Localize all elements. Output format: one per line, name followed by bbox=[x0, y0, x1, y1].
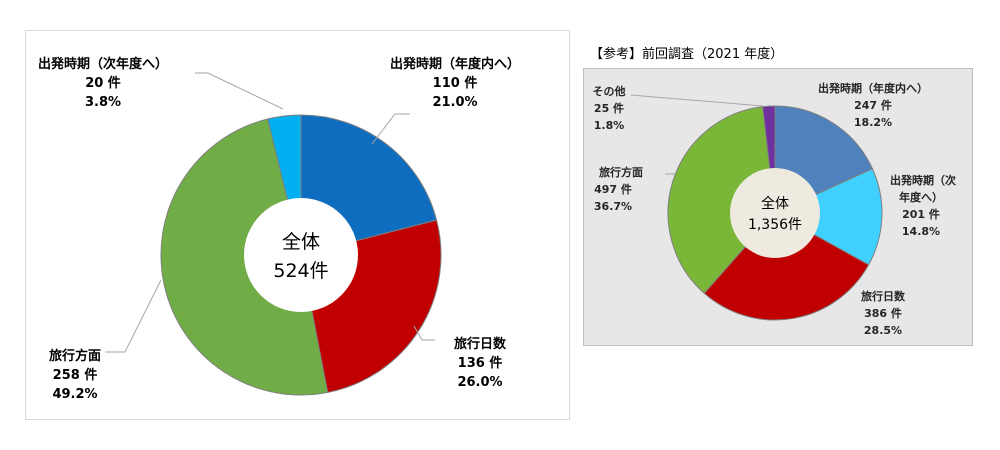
main-label-0-name: 出発時期（年度内へ） bbox=[390, 56, 520, 72]
ref-label-1-name-line1: 出発時期（次 bbox=[890, 173, 956, 187]
main-label-2-count: 258 件 bbox=[53, 367, 98, 383]
leader-line-1 bbox=[413, 325, 435, 341]
main-label-2-pct: 49.2% bbox=[52, 387, 97, 402]
main-label-0-pct: 21.0% bbox=[432, 95, 477, 110]
ref-label-3-count: 497 件 bbox=[594, 182, 632, 196]
main-donut-chart: 全体 524件 出発時期（年度内へ） 110 件 21.0% 旅行日数 136 … bbox=[25, 30, 570, 420]
leader-line-0 bbox=[371, 113, 410, 145]
ref-label-2-pct: 28.5% bbox=[864, 324, 902, 337]
main-label-1-name: 旅行日数 bbox=[454, 336, 507, 352]
ref-label-3-pct: 36.7% bbox=[594, 200, 632, 213]
main-label-3-name: 出発時期（次年度へ） bbox=[38, 56, 168, 72]
main-center-label-line1: 全体 bbox=[282, 231, 320, 253]
ref-label-0-name: 出発時期（年度内へ） bbox=[818, 81, 928, 95]
ref-label-4-count: 25 件 bbox=[594, 101, 624, 115]
main-label-3-pct: 3.8% bbox=[85, 95, 121, 110]
main-center-label-line2: 524件 bbox=[273, 260, 328, 282]
ref-label-0-count: 247 件 bbox=[854, 98, 892, 112]
ref-label-2-count: 386 件 bbox=[864, 306, 902, 320]
leader-line-3 bbox=[195, 72, 284, 110]
ref-label-1-pct: 14.8% bbox=[902, 225, 940, 238]
main-label-3-count: 20 件 bbox=[85, 75, 121, 91]
reference-slice-2 bbox=[703, 212, 870, 321]
reference-center-hole bbox=[730, 168, 820, 258]
ref-label-4-name: その他 bbox=[593, 84, 626, 98]
reference-slice-1 bbox=[773, 168, 883, 266]
reference-chart-title: 【参考】前回調査（2021 年度） bbox=[590, 47, 784, 62]
reference-slice-3 bbox=[667, 106, 776, 294]
ref-label-1-name-line2: 年度へ） bbox=[899, 190, 943, 204]
ref-label-4-pct: 1.8% bbox=[594, 119, 625, 132]
ref-label-1-count: 201 件 bbox=[902, 207, 940, 221]
ref-label-0-pct: 18.2% bbox=[854, 116, 892, 129]
ref-leader-line-4 bbox=[630, 94, 764, 107]
ref-label-2-name: 旅行日数 bbox=[861, 289, 906, 303]
main-label-1-count: 136 件 bbox=[458, 355, 503, 371]
reference-donut-chart: 全体 1,356件 出発時期（年度内へ） 247 件 18.2% 出発時期（次 … bbox=[583, 68, 973, 346]
reference-center-label-line1: 全体 bbox=[761, 195, 789, 212]
leader-line-2 bbox=[105, 279, 162, 353]
reference-leader-lines bbox=[630, 94, 764, 175]
main-center-hole bbox=[244, 198, 358, 312]
main-label-0-count: 110 件 bbox=[433, 75, 478, 91]
main-label-2-name: 旅行方面 bbox=[49, 348, 101, 364]
ref-label-3-name: 旅行方面 bbox=[599, 165, 643, 179]
reference-center-label-line2: 1,356件 bbox=[748, 217, 802, 233]
main-leader-lines bbox=[105, 72, 435, 353]
main-label-1-pct: 26.0% bbox=[457, 375, 502, 390]
